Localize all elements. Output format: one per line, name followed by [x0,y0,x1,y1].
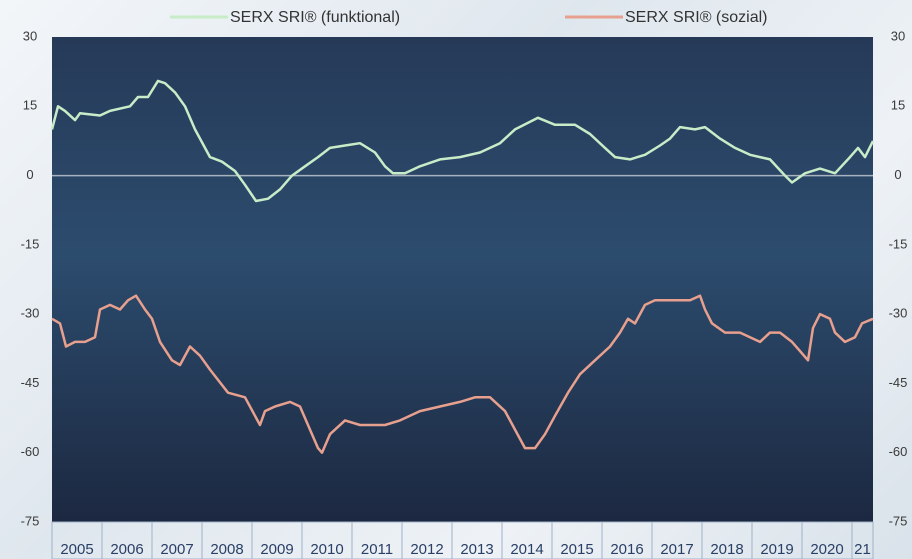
x-tick-label: 2013 [460,541,493,558]
y-tick-label: -45 [21,375,40,390]
y-tick-label: -60 [21,444,40,459]
x-tick-label: 2017 [660,541,693,558]
legend-label: SERX SRI® (funktional) [230,9,400,26]
y2-tick-label: -60 [889,444,908,459]
y2-tick-label: 0 [894,167,901,182]
x-tick-label: 2014 [510,541,543,558]
x-tick-label: 2018 [710,541,743,558]
y2-tick-label: -45 [889,375,908,390]
x-tick-label: 2005 [60,541,93,558]
y-tick-label: 0 [26,167,33,182]
y-tick-label: -30 [21,306,40,321]
y-tick-label: -15 [21,236,40,251]
x-tick-label: 2020 [810,541,843,558]
year-box [851,521,874,559]
x-tick-label: 2008 [210,541,243,558]
x-tick-label: 2009 [260,541,293,558]
y-tick-label: 15 [23,98,37,113]
y2-tick-label: -75 [889,513,908,528]
x-tick-label: 2010 [310,541,343,558]
line [51,294,874,454]
x-tick-label: 2019 [760,541,793,558]
y2-tick-label: 30 [891,28,905,43]
y-tick-label: -75 [21,513,40,528]
x-tick-label: 2007 [160,541,193,558]
x-tick-label: 2016 [610,541,643,558]
legend-label: SERX SRI® (sozial) [625,9,767,26]
y2-tick-label: -30 [889,306,908,321]
x-tick-label: 21 [854,541,871,558]
x-tick-label: 2012 [410,541,443,558]
line [50,79,875,203]
x-tick-label: 2011 [361,541,393,558]
y2-tick-label: 15 [891,98,905,113]
y2-tick-label: -15 [889,236,908,251]
x-tick-label: 2006 [110,541,143,558]
plot-area [52,37,873,522]
x-tick-label: 2015 [560,541,593,558]
y-tick-label: 30 [23,28,37,43]
